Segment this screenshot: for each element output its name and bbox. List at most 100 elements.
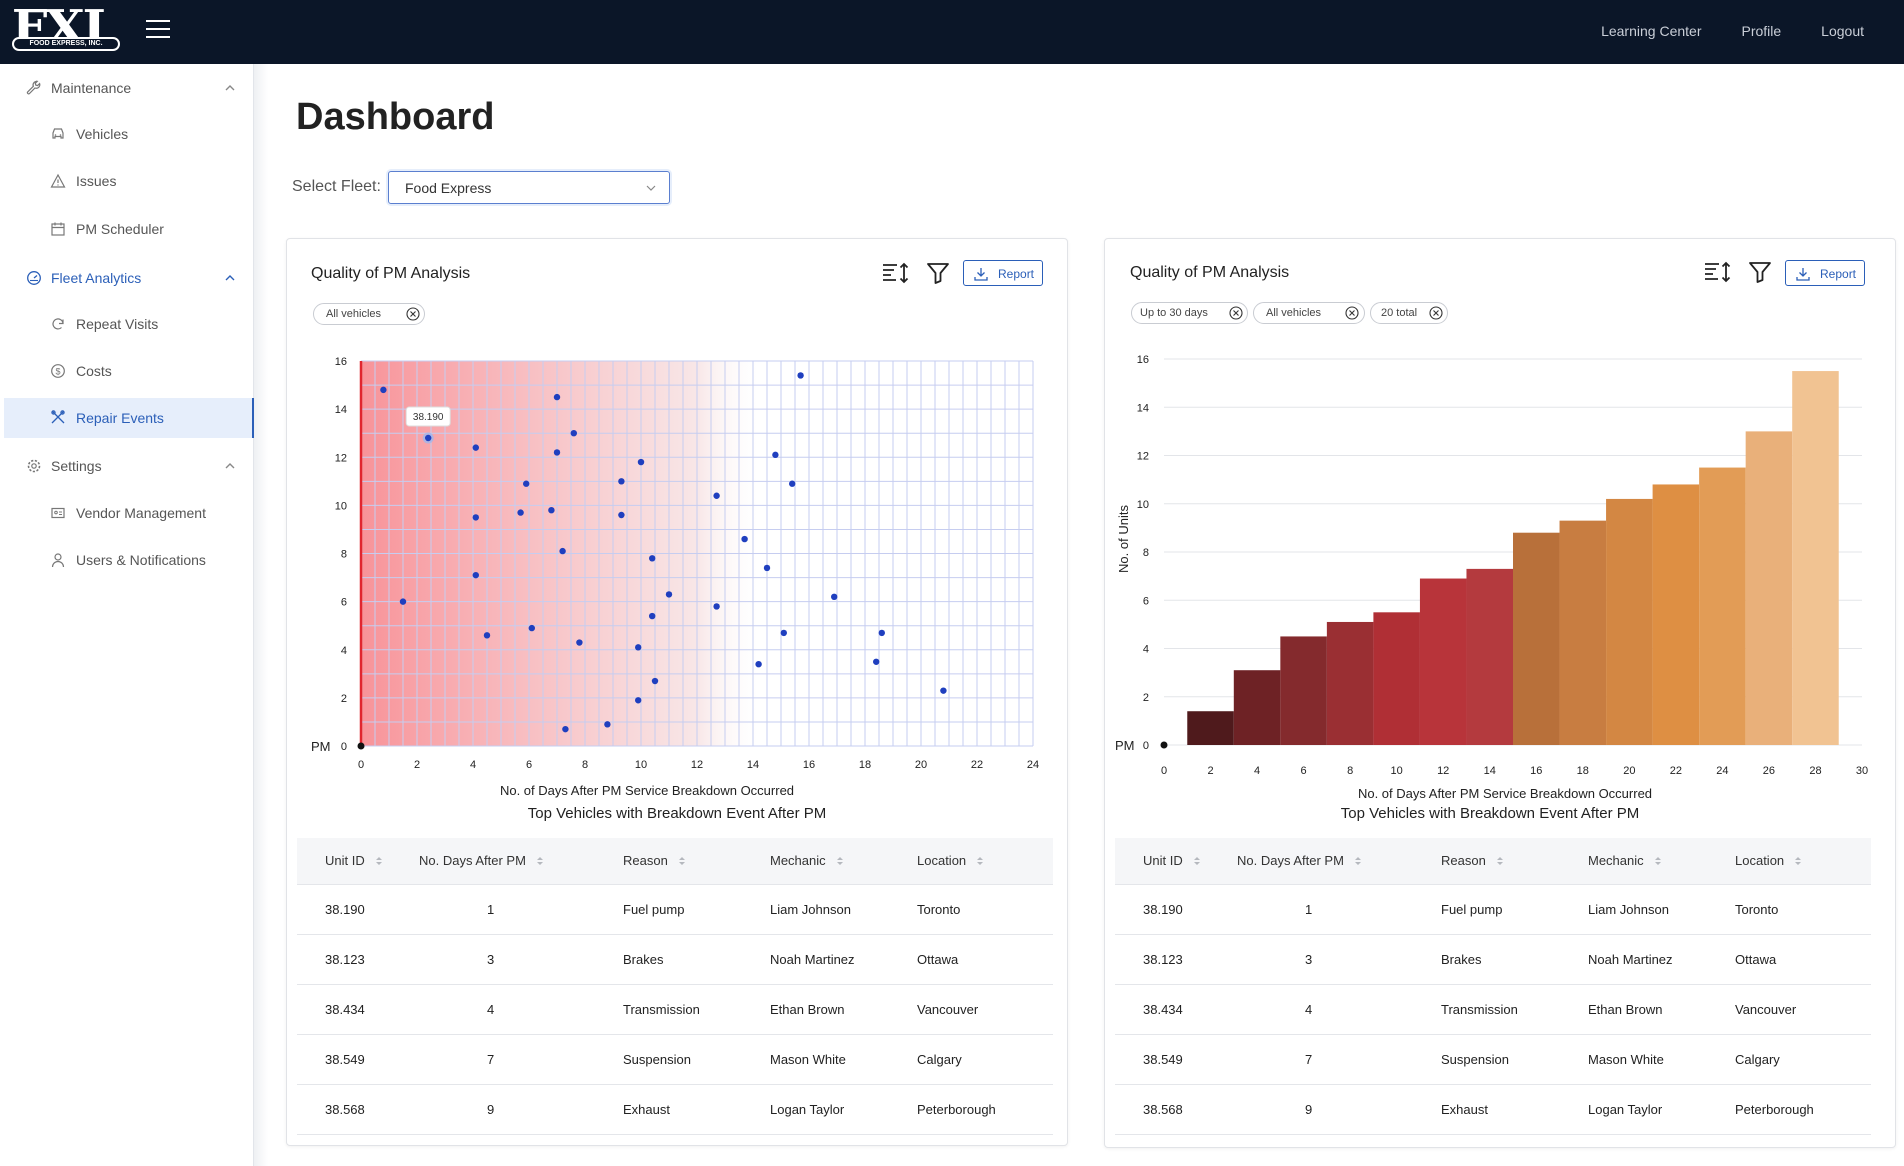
y-tick-label: 14: [1137, 402, 1149, 414]
filter-icon[interactable]: [1745, 260, 1775, 284]
sort-arrows-icon[interactable]: [836, 856, 844, 866]
column-header-inner: Unit ID: [1143, 853, 1201, 868]
column-header-inner: Reason: [1441, 853, 1504, 868]
y-tick-label: 16: [1137, 354, 1149, 366]
hamburger-menu-icon[interactable]: [146, 20, 170, 40]
column-header[interactable]: Mechanic: [770, 838, 917, 885]
y-tick-label: 4: [1143, 644, 1149, 656]
column-header[interactable]: Reason: [623, 838, 770, 885]
chevron-up-icon[interactable]: [224, 272, 236, 284]
column-header[interactable]: Reason: [1441, 838, 1588, 885]
chip-close-icon[interactable]: [1345, 306, 1359, 320]
scatter-point: [380, 386, 387, 394]
sidebar-item-users-notifications[interactable]: Users & Notifications: [4, 541, 254, 579]
column-header-label: Mechanic: [1588, 853, 1644, 869]
top-bar: FXI FOOD EXPRESS, INC. Learning Center P…: [0, 0, 1904, 64]
sort-arrows-icon[interactable]: [678, 856, 686, 866]
x-tick-label: 6: [1301, 765, 1307, 777]
y-axis-title: No. of Units: [1116, 505, 1131, 573]
sort-arrows-icon[interactable]: [1496, 856, 1504, 866]
fleet-select[interactable]: Food Express: [388, 171, 670, 204]
table-row[interactable]: 38.434 4 Transmission Ethan Brown Vancouver: [297, 984, 1053, 1035]
sidebar-item-repair-events[interactable]: Repair Events: [4, 398, 254, 438]
sidebar-item-issues[interactable]: Issues: [4, 162, 254, 200]
chip-close-icon[interactable]: [1429, 306, 1443, 320]
y-tick-label: 12: [1137, 451, 1149, 463]
column-header[interactable]: Unit ID: [1115, 838, 1237, 885]
sort-arrows-icon[interactable]: [1354, 856, 1362, 866]
chip-label: Up to 30 days: [1140, 307, 1208, 319]
report-button[interactable]: Report: [1785, 260, 1865, 286]
table-row[interactable]: 38.549 7 Suspension Mason White Calgary: [297, 1034, 1053, 1085]
column-header[interactable]: Unit ID: [297, 838, 419, 885]
sort-arrows-icon[interactable]: [1193, 856, 1201, 866]
report-button[interactable]: Report: [963, 260, 1043, 286]
sort-icon[interactable]: [1703, 260, 1733, 284]
table-row[interactable]: 38.190 1 Fuel pump Liam Johnson Toronto: [297, 884, 1053, 935]
y-tick-label: 2: [341, 693, 347, 705]
x-tick-label: 2: [414, 759, 420, 771]
sort-icon[interactable]: [881, 261, 911, 285]
table-row[interactable]: 38.190 1 Fuel pump Liam Johnson Toronto: [1115, 884, 1871, 935]
sidebar-item-costs[interactable]: $ Costs: [4, 352, 254, 390]
table-header-row: Unit ID No. Days After PM Reason Mechanic Lo…: [1115, 838, 1871, 885]
y-tick-label: 6: [341, 597, 347, 609]
x-tick-label: 14: [1484, 765, 1496, 777]
table-row[interactable]: 38.123 3 Brakes Noah Martinez Ottawa: [297, 934, 1053, 985]
column-header[interactable]: Location: [917, 838, 1053, 885]
sidebar-item-vendor-management[interactable]: Vendor Management: [4, 494, 254, 532]
scatter-point: [576, 639, 583, 646]
scatter-point: [763, 564, 771, 572]
sort-arrows-icon[interactable]: [1794, 856, 1802, 866]
fxi-logo[interactable]: FXI FOOD EXPRESS, INC.: [10, 2, 120, 56]
sidebar-item-vehicles[interactable]: Vehicles: [4, 115, 254, 153]
sort-arrows-icon[interactable]: [976, 856, 984, 866]
sidebar-group-label: Fleet Analytics: [51, 270, 142, 286]
column-header[interactable]: No. Days After PM: [1237, 838, 1441, 885]
chevron-up-icon[interactable]: [224, 82, 236, 94]
table-cell: 1: [419, 884, 623, 935]
table-row[interactable]: 38.123 3 Brakes Noah Martinez Ottawa: [1115, 934, 1871, 985]
table-cell: 3: [1237, 934, 1441, 985]
logout-link[interactable]: Logout: [1821, 23, 1864, 39]
x-tick-label: 8: [1347, 765, 1353, 777]
table-cell: 38.123: [1115, 934, 1237, 985]
sidebar-group-maintenance[interactable]: Maintenance: [0, 66, 254, 110]
sidebar-group-fleet-analytics[interactable]: Fleet Analytics: [0, 256, 254, 300]
x-tick-label: 4: [470, 759, 476, 771]
table-cell: Noah Martinez: [1588, 934, 1735, 985]
column-header[interactable]: Location: [1735, 838, 1871, 885]
sidebar-item-pm-scheduler[interactable]: PM Scheduler: [4, 210, 254, 248]
filter-icon[interactable]: [923, 261, 953, 285]
dollar-icon: $: [51, 364, 65, 378]
sidebar-item-repeat-visits[interactable]: Repeat Visits: [4, 305, 254, 343]
table-row[interactable]: 38.549 7 Suspension Mason White Calgary: [1115, 1034, 1871, 1085]
column-header[interactable]: Mechanic: [1588, 838, 1735, 885]
sort-arrows-icon[interactable]: [536, 856, 544, 866]
report-button-label: Report: [998, 267, 1035, 281]
scatter-point: [878, 629, 885, 637]
sort-arrows-icon[interactable]: [1654, 856, 1662, 866]
chevron-up-icon[interactable]: [224, 460, 236, 472]
chip-close-icon[interactable]: [406, 307, 420, 321]
sort-arrows-icon[interactable]: [375, 856, 383, 866]
scatter-point: [425, 434, 432, 442]
bar: [1606, 498, 1653, 745]
x-tick-label: 22: [971, 759, 983, 771]
chip-close-icon[interactable]: [1229, 306, 1243, 320]
column-header[interactable]: No. Days After PM: [419, 838, 623, 885]
table-row[interactable]: 38.568 9 Exhaust Logan Taylor Peterborough: [1115, 1084, 1871, 1135]
page-title: Dashboard: [296, 96, 495, 138]
y-tick-label: 6: [1143, 595, 1149, 607]
learning-center-link[interactable]: Learning Center: [1601, 23, 1702, 39]
table-row[interactable]: 38.434 4 Transmission Ethan Brown Vancouver: [1115, 984, 1871, 1035]
fleet-select-label: Select Fleet:: [292, 178, 381, 195]
table-cell: 38.568: [1115, 1084, 1237, 1135]
card-title: Quality of PM Analysis: [1130, 264, 1290, 281]
sidebar-group-settings[interactable]: Settings: [0, 444, 254, 488]
table-row[interactable]: 38.568 9 Exhaust Logan Taylor Peterborough: [297, 1084, 1053, 1135]
table-cell: 7: [419, 1034, 623, 1085]
profile-link[interactable]: Profile: [1741, 23, 1782, 39]
filter-chip-up-to-30-days: Up to 30 days: [1131, 302, 1248, 324]
scatter-point: [523, 480, 530, 487]
